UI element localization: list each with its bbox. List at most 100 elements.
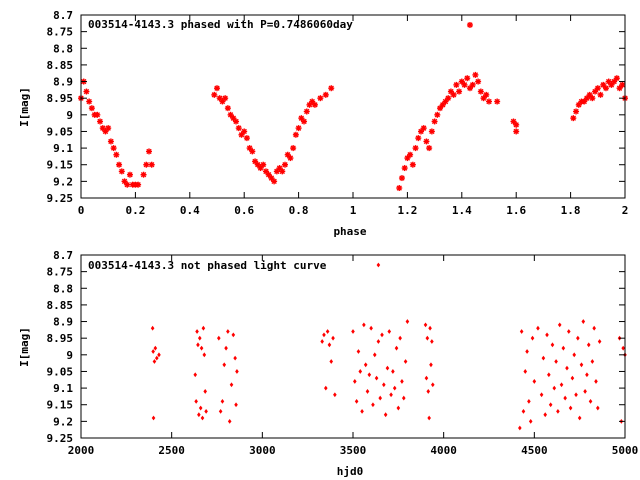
data-point — [477, 88, 484, 95]
data-point — [273, 168, 280, 175]
y-tick-label: 9.1 — [53, 382, 73, 395]
data-point — [367, 372, 372, 378]
data-point — [227, 418, 232, 424]
data-point — [570, 375, 575, 381]
data-point — [311, 101, 318, 108]
data-point — [577, 415, 582, 421]
x-tick-label: 1.6 — [506, 204, 526, 217]
data-point — [425, 335, 430, 341]
data-point — [572, 352, 577, 358]
data-point — [429, 362, 433, 368]
data-point — [559, 382, 564, 388]
data-point — [518, 425, 522, 431]
data-point — [201, 325, 206, 331]
data-point — [574, 392, 578, 398]
data-point — [513, 121, 520, 128]
y-tick-label: 8.7 — [53, 249, 73, 262]
data-point — [597, 91, 604, 98]
data-point — [322, 91, 329, 98]
x-tick-label: 0 — [78, 204, 85, 217]
y-tick-label: 8.7 — [53, 9, 73, 22]
data-point — [282, 161, 288, 168]
data-point — [198, 405, 203, 411]
data-point — [374, 375, 379, 381]
y-tick-label: 8.8 — [53, 42, 73, 55]
data-point — [394, 345, 399, 351]
data-point — [301, 118, 308, 125]
phased-chart-title: 003514-4143.3 phased with P=0.7486060day — [88, 18, 353, 31]
y-tick-label: 8.8 — [53, 282, 73, 295]
data-point — [260, 161, 267, 168]
data-point — [494, 98, 501, 105]
data-point — [469, 81, 476, 88]
x-tick-label: 1.4 — [452, 204, 472, 217]
y-tick-label: 9.15 — [47, 399, 74, 412]
data-point — [428, 128, 435, 135]
data-point — [353, 379, 357, 384]
data-point — [195, 329, 199, 334]
data-point — [218, 408, 223, 414]
data-point — [536, 325, 540, 331]
data-point — [556, 408, 560, 414]
x-tick-label: 0.2 — [125, 204, 145, 217]
data-point — [257, 165, 264, 172]
data-point — [369, 325, 373, 331]
data-point — [157, 352, 161, 358]
unphased-plot-frame — [80, 254, 626, 439]
data-point — [113, 151, 120, 158]
data-point — [576, 335, 580, 341]
data-point — [83, 88, 90, 95]
data-point — [557, 322, 562, 328]
data-point — [596, 405, 600, 411]
y-tick-label: 9.1 — [53, 142, 73, 155]
data-point — [320, 339, 324, 344]
x-tick-label: 4000 — [430, 444, 457, 457]
y-tick-label: 8.9 — [53, 76, 73, 89]
data-point — [229, 382, 234, 388]
data-point — [594, 379, 598, 384]
data-point — [424, 375, 429, 381]
data-point — [475, 78, 482, 85]
data-point — [196, 342, 200, 348]
data-point — [333, 392, 337, 398]
data-point — [483, 91, 490, 98]
phased-light-curve-panel: 0 0.2 0.4 0.6 0.8 1 1.2 1.4 1.6 1.8 2 8.7 8.75 8.8 8.8… — [18, 9, 628, 238]
data-point — [354, 399, 359, 404]
data-point — [428, 325, 432, 331]
data-point — [554, 359, 558, 364]
data-point — [234, 402, 238, 408]
data-point — [292, 131, 299, 138]
data-point — [150, 325, 155, 331]
data-point — [585, 372, 589, 378]
data-point — [271, 178, 278, 185]
data-point — [146, 148, 152, 155]
data-point — [453, 81, 460, 88]
data-point — [276, 165, 283, 172]
y-tick-label: 8.95 — [47, 92, 74, 105]
data-point — [426, 145, 433, 152]
data-point — [513, 128, 520, 135]
data-point — [592, 325, 596, 331]
data-point — [519, 329, 524, 334]
data-point — [295, 125, 302, 132]
x-tick-label: 4500 — [521, 444, 548, 457]
y-tick-label: 9.25 — [47, 432, 74, 445]
data-point — [547, 372, 551, 378]
data-point — [541, 355, 546, 361]
x-tick-label: 0.6 — [234, 204, 254, 217]
data-point — [415, 135, 422, 142]
data-point — [385, 365, 390, 371]
data-point — [197, 335, 202, 341]
data-point — [523, 369, 528, 374]
data-point — [303, 108, 310, 115]
data-point — [552, 385, 557, 391]
data-point — [216, 95, 223, 102]
data-point — [124, 181, 131, 188]
unphased-axis-ticks: 2000 2500 3000 3500 4000 4500 5000 8.7 8.75 8.8 8.… — [47, 249, 639, 457]
data-point — [570, 115, 577, 122]
data-point — [118, 168, 125, 175]
data-point — [197, 412, 201, 418]
data-point — [351, 329, 355, 334]
data-point — [396, 405, 401, 411]
x-tick-label: 0.4 — [180, 204, 200, 217]
